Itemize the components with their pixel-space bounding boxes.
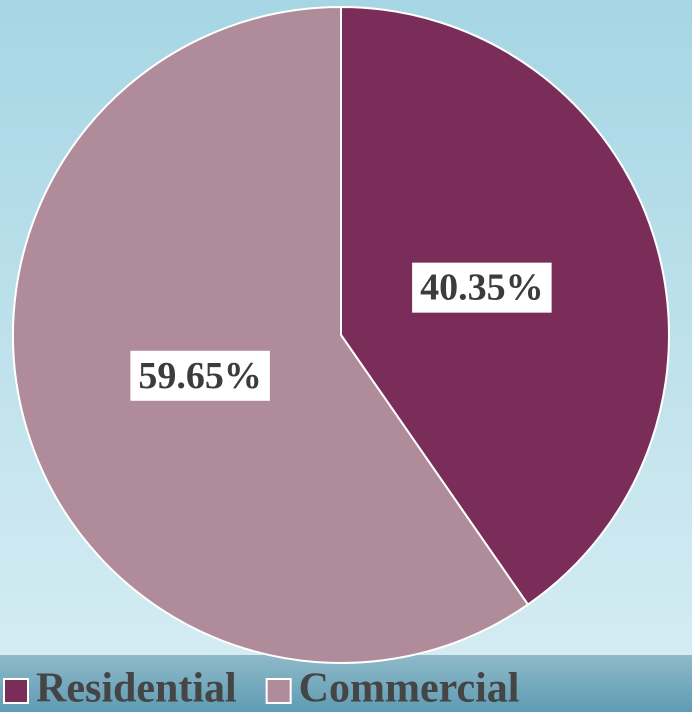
legend-label: Residential — [36, 666, 237, 712]
value-label: 40.35% — [420, 267, 544, 309]
value-labels: 40.35% 59.65% — [130, 262, 552, 401]
legend-swatch — [265, 678, 292, 704]
legend-swatch — [3, 678, 29, 704]
legend-label: Commercial — [299, 666, 520, 712]
legend: Residential Commercial — [3, 666, 520, 712]
value-label: 59.65% — [138, 355, 262, 397]
sea — [0, 655, 692, 712]
slice — [12, 5, 530, 664]
value-label-box — [130, 350, 270, 401]
value-label-box — [412, 262, 552, 313]
pie — [12, 5, 670, 664]
